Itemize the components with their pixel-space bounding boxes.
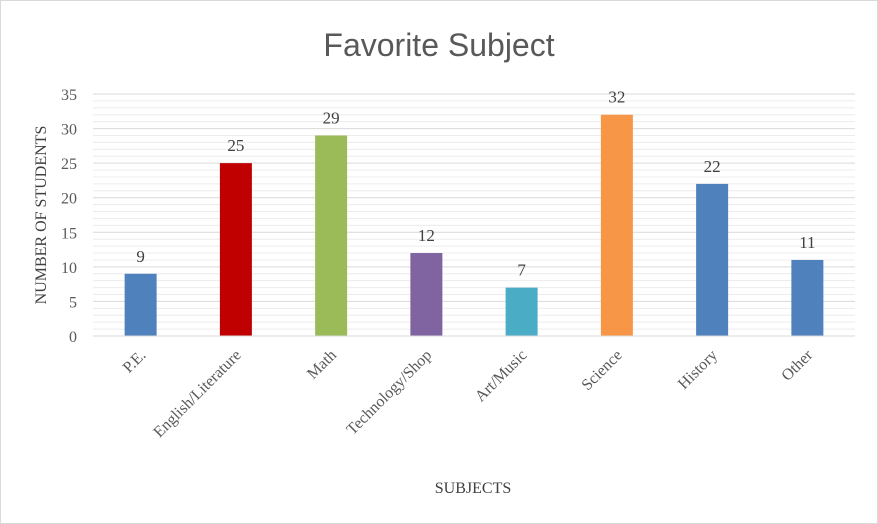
x-category-label: Art/Music [472,347,531,406]
data-label: 11 [799,233,815,252]
y-tick-label: 35 [61,87,77,104]
bar-p-e [124,273,157,336]
x-category-label: P.E. [120,347,150,377]
y-axis-title: NUMBER OF STUDENTS [33,126,50,305]
x-category-label: Math [304,347,340,383]
data-label: 32 [608,88,625,107]
gridlines [93,93,855,330]
data-label: 9 [136,247,145,266]
x-category-label: Technology/Shop [344,347,436,439]
y-tick-label: 5 [69,294,77,311]
bar-history [696,183,729,336]
y-axis-ticks: 0 5 10 15 20 25 30 35 [61,87,77,346]
bar-science [600,114,633,336]
bar-math [315,135,348,336]
bar-other [791,259,824,336]
y-tick-label: 25 [61,156,77,173]
y-tick-label: 30 [61,122,77,139]
x-category-label: Other [778,346,816,384]
chart-title: Favorite Subject [323,27,554,63]
bar-english-literature [219,163,252,336]
x-axis-categories: P.E. English/Literature Math Technology/Sho… [120,346,817,441]
data-labels: 9 25 29 12 7 32 22 11 [136,88,815,280]
y-tick-label: 10 [61,260,77,277]
bar-technology-shop [410,253,443,336]
y-tick-label: 15 [61,225,77,242]
data-label: 7 [517,261,526,280]
data-label: 22 [704,157,721,176]
bar-art-music [505,287,538,336]
data-label: 12 [418,226,435,245]
bars [124,114,824,336]
x-category-label: History [675,347,721,393]
x-category-label: Science [579,347,626,394]
data-label: 29 [323,108,340,127]
x-axis-title: SUBJECTS [435,480,511,497]
x-category-label: English/Literature [150,347,244,441]
y-tick-label: 20 [61,191,77,208]
data-label: 25 [227,136,244,155]
y-tick-label: 0 [69,329,77,346]
